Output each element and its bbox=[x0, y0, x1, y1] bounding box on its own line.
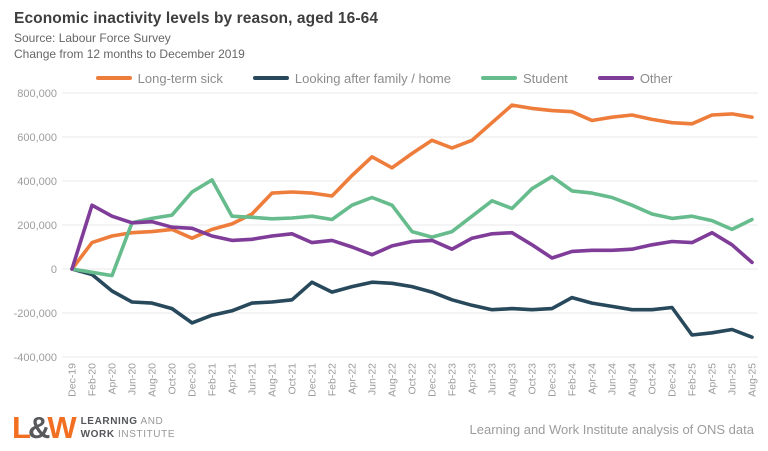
lw-logo-mark: L&W bbox=[12, 410, 77, 445]
y-axis-label: 600,000 bbox=[17, 132, 57, 144]
legend-item-long-term-sick: Long-term sick bbox=[95, 70, 223, 86]
x-axis-label: Apr-20 bbox=[107, 363, 119, 395]
x-axis-label: Jun-22 bbox=[367, 363, 379, 395]
x-axis-label: Feb-25 bbox=[687, 363, 699, 396]
legend-line-swatch bbox=[597, 75, 634, 81]
x-axis-label: Feb-24 bbox=[567, 363, 579, 396]
inactivity-line-chart: 800,000 600,000 400,000 200,000 0 -200,000 -40… bbox=[14, 88, 759, 397]
series-line-looking-after-family-home bbox=[70, 267, 754, 339]
x-axis-label: Apr-21 bbox=[227, 363, 239, 395]
legend-label: Looking after family / home bbox=[294, 70, 451, 86]
lw-logo: L&W LEARNING AND WORK INSTITUTE bbox=[12, 412, 175, 443]
x-axis-label: Dec-20 bbox=[187, 363, 199, 397]
chart-header: Economic inactivity levels by reason, ag… bbox=[0, 0, 768, 61]
y-axis-label: 800,000 bbox=[17, 88, 57, 100]
x-axis-label: Jun-25 bbox=[727, 363, 739, 395]
x-axis-label: Aug-20 bbox=[147, 363, 159, 397]
x-axis-label: Feb-23 bbox=[447, 363, 459, 396]
series-line-other bbox=[70, 203, 754, 271]
y-axis-label: 400,000 bbox=[17, 176, 57, 188]
x-axis-label: Aug-23 bbox=[507, 363, 519, 397]
x-axis-label: Apr-22 bbox=[347, 363, 359, 395]
x-axis-label: Jun-23 bbox=[487, 363, 499, 395]
chart-subtitle: Change from 12 months to December 2019 bbox=[14, 47, 245, 61]
attribution-text: Learning and Work Institute analysis of … bbox=[469, 422, 754, 437]
lw-logo-text: LEARNING AND WORK INSTITUTE bbox=[80, 415, 176, 440]
x-axis-label: Aug-24 bbox=[627, 363, 639, 397]
ampersand-glyph: & bbox=[27, 410, 50, 445]
x-axis-label: Apr-25 bbox=[707, 363, 719, 395]
legend-item-student: Student bbox=[480, 70, 568, 86]
x-axis-label: Aug-21 bbox=[267, 363, 279, 397]
x-axis-label: Jun-20 bbox=[127, 363, 139, 395]
y-axis-label: -200,000 bbox=[14, 308, 57, 320]
y-axis-label: 200,000 bbox=[17, 220, 57, 232]
legend-item-other: Other bbox=[597, 70, 673, 86]
series-line-student bbox=[70, 174, 754, 278]
legend-item-looking-after-family-home: Looking after family / home bbox=[252, 70, 451, 86]
x-axis-label: Jun-21 bbox=[247, 363, 259, 395]
x-axis-label: Oct-22 bbox=[407, 363, 419, 395]
chart-footer: L&W LEARNING AND WORK INSTITUTE Learning… bbox=[0, 403, 768, 445]
x-axis-label: Feb-20 bbox=[87, 363, 99, 396]
x-axis-label: Oct-21 bbox=[287, 363, 299, 395]
chart-legend: Long-term sick Looking after family / hom… bbox=[0, 69, 768, 87]
chart-source: Source: Labour Force Survey bbox=[14, 31, 171, 45]
page-title: Economic inactivity levels by reason, ag… bbox=[14, 10, 379, 27]
x-axis-label: Aug-22 bbox=[387, 363, 399, 397]
series-line-long-term-sick bbox=[70, 103, 754, 271]
x-axis-label: Aug-25 bbox=[747, 363, 759, 397]
x-axis-label: Dec-19 bbox=[67, 363, 79, 397]
x-axis-label: Oct-24 bbox=[647, 363, 659, 395]
y-axis-label: -400,000 bbox=[14, 352, 57, 364]
x-axis-label: Dec-23 bbox=[547, 363, 559, 397]
x-axis-label: Jun-24 bbox=[607, 363, 619, 395]
x-axis-label: Apr-24 bbox=[587, 363, 599, 395]
x-axis-label: Dec-22 bbox=[427, 363, 439, 397]
x-axis-label: Oct-20 bbox=[167, 363, 179, 395]
y-axis-label: 0 bbox=[51, 264, 57, 276]
legend-line-swatch bbox=[252, 75, 289, 81]
x-axis-label: Dec-24 bbox=[667, 363, 679, 397]
x-axis-label: Feb-21 bbox=[207, 363, 219, 396]
x-axis-label: Oct-23 bbox=[527, 363, 539, 395]
legend-line-swatch bbox=[95, 75, 132, 81]
legend-line-swatch bbox=[480, 75, 517, 81]
legend-label: Student bbox=[522, 70, 568, 86]
legend-label: Long-term sick bbox=[137, 70, 223, 86]
x-axis-label: Feb-22 bbox=[327, 363, 339, 396]
x-axis-label: Apr-23 bbox=[467, 363, 479, 395]
legend-label: Other bbox=[639, 70, 673, 86]
x-axis-label: Dec-21 bbox=[307, 363, 319, 397]
